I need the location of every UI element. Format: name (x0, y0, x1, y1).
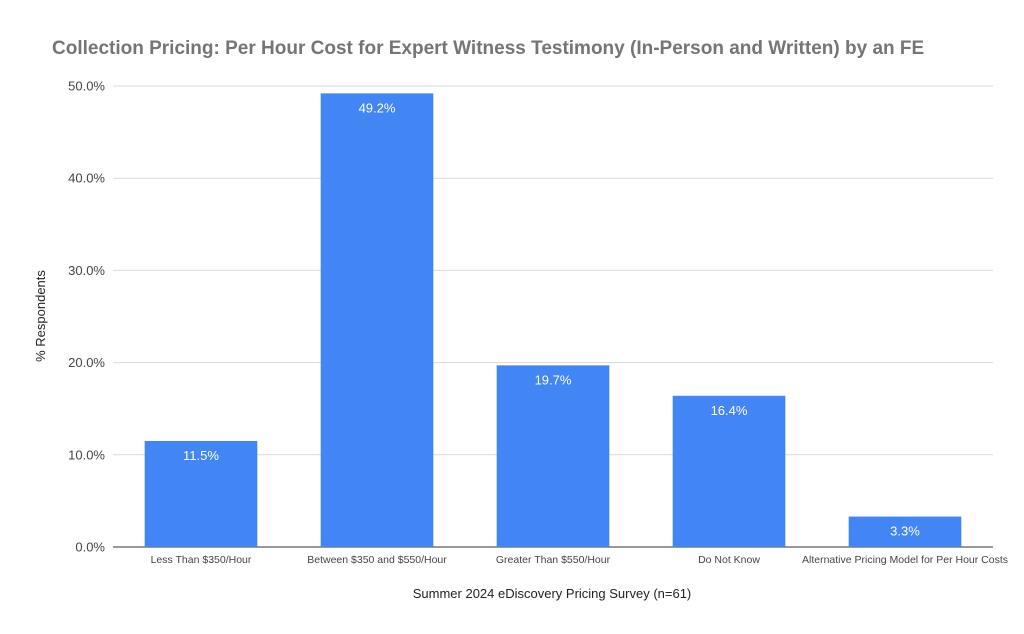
x-category-label: Do Not Know (698, 554, 760, 566)
y-axis-title: % Respondents (33, 270, 48, 362)
chart-title: Collection Pricing: Per Hour Cost for Ex… (52, 38, 924, 59)
y-tick-label: 10.0% (68, 447, 105, 462)
data-label: 19.7% (535, 372, 572, 387)
bar (848, 516, 962, 547)
y-tick-label: 50.0% (68, 79, 105, 94)
data-label: 49.2% (359, 100, 396, 115)
bars (144, 93, 962, 547)
y-tick-label: 40.0% (68, 171, 105, 186)
y-axis-ticks: 0.0% 10.0% 20.0% 30.0% 40.0% 50.0% (68, 79, 105, 555)
x-axis-title: Summer 2024 eDiscovery Pricing Survey (n… (413, 586, 692, 601)
x-category-label: Greater Than $550/Hour (496, 554, 611, 566)
data-label: 16.4% (711, 403, 748, 418)
y-tick-label: 20.0% (68, 355, 105, 370)
data-label: 11.5% (183, 448, 219, 463)
data-labels: 11.5% 49.2% 19.7% 16.4% 3.3% (183, 100, 920, 538)
bar (320, 93, 434, 547)
y-tick-label: 30.0% (68, 263, 105, 278)
bar (144, 440, 258, 547)
x-axis-categories: Less Than $350/Hour Between $350 and $550… (151, 554, 1008, 566)
x-category-label: Less Than $350/Hour (151, 554, 252, 566)
bar (496, 365, 610, 547)
bar (672, 395, 786, 547)
x-category-label: Alternative Pricing Model for Per Hour C… (802, 554, 1008, 566)
data-label: 3.3% (890, 524, 920, 539)
x-category-label: Between $350 and $550/Hour (307, 554, 447, 566)
y-tick-label: 0.0% (75, 540, 105, 555)
